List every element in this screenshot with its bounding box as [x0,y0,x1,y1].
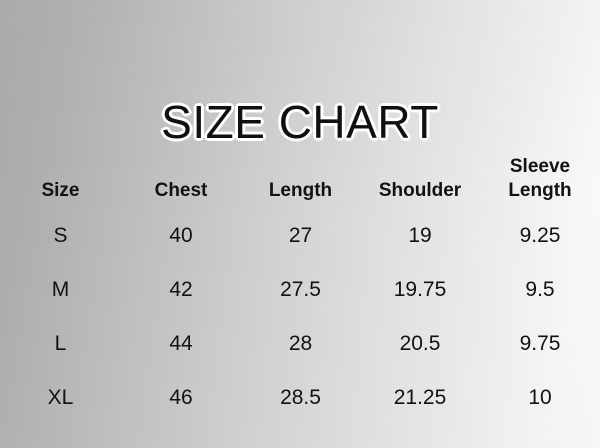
cell-length: 27.5 [280,278,321,301]
size-chart-table: Size Chest Length Shoulder Sleeve Length [0,155,600,425]
column-header-sleeve-length-label: Sleeve Length [508,156,572,201]
table-header-row: Size Chest Length Shoulder Sleeve Length [0,155,600,209]
cell-size: XL [47,386,74,409]
cell-shoulder: 21.25 [393,386,447,409]
column-header-length: Length [241,155,360,209]
cell-sleeve-length: 9.75 [519,332,561,355]
cell-length: 28 [288,332,313,355]
column-header-shoulder: Shoulder [360,155,480,209]
column-header-length-label: Length [268,180,333,201]
cell-sleeve-length: 10 [528,386,552,409]
cell-sleeve-length: 9.5 [525,278,555,301]
cell-chest: 46 [169,386,193,409]
column-header-size: Size [0,155,121,209]
column-header-shoulder-label: Shoulder [378,180,462,201]
column-header-size-label: Size [41,180,80,201]
table-row: M 42 27.5 19.75 9.5 [0,263,600,317]
cell-length: 28.5 [280,386,321,409]
cell-shoulder: 20.5 [399,332,441,355]
column-header-sleeve-length: Sleeve Length [480,155,600,209]
page-title: SIZE CHART [161,96,439,148]
cell-size: S [53,224,68,247]
cell-size: M [51,278,70,301]
column-header-chest-label: Chest [154,180,208,201]
cell-chest: 40 [169,224,193,247]
table-row: XL 46 28.5 21.25 10 [0,371,600,425]
column-header-chest: Chest [121,155,241,209]
table-row: S 40 27 19 9.25 [0,209,600,263]
cell-chest: 44 [169,332,193,355]
cell-sleeve-length: 9.25 [519,224,561,247]
cell-shoulder: 19 [408,224,432,247]
cell-shoulder: 19.75 [393,278,447,301]
cell-size: L [54,332,67,355]
cell-chest: 42 [169,278,193,301]
cell-length: 27 [288,224,313,247]
table-row: L 44 28 20.5 9.75 [0,317,600,371]
